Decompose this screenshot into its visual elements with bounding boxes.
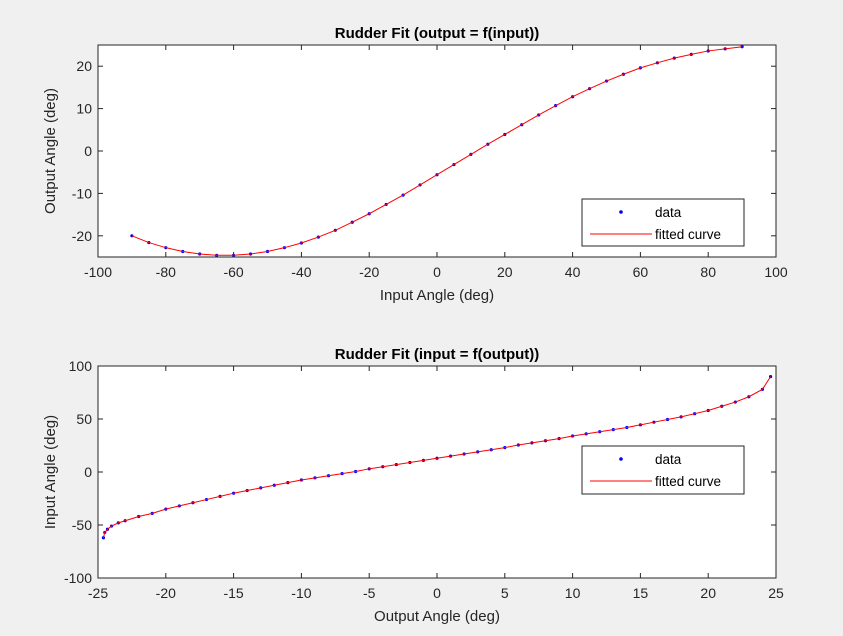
x-tick-label: -25 [88,585,108,601]
x-tick-label: -80 [156,264,176,280]
y-tick-label: -50 [72,517,92,533]
x-tick-label: -10 [291,585,311,601]
y-tick-label: -100 [64,570,92,586]
fitted-curve-line [102,376,772,538]
x-tick-label: 5 [501,585,509,601]
x-tick-label: 15 [633,585,649,601]
chart-input-vs-output: -25 -20 -15 -10 -5 0 5 10 15 20 25-100-50050100Rud… [42,346,784,625]
y-tick-label: -20 [72,228,92,244]
y-tick-label: 0 [84,464,92,480]
legend-box [581,445,745,495]
y-tick-label: 100 [69,358,93,374]
x-tick-label: 25 [768,585,784,601]
x-tick-label: -100 [84,264,112,280]
y-axis-label: Input Angle (deg) [42,415,59,529]
x-tick-label: -20 [156,585,176,601]
x-tick-label: 40 [565,264,581,280]
chart-output-vs-input: -100 -80 -60 -40 -20 0 20 40 60 80 100-20-1001020R… [42,25,788,304]
y-tick-label: 20 [76,58,92,74]
legend-label: data [655,452,682,467]
legend: data fitted curve [581,198,745,247]
legend-label: data [655,205,682,220]
legend-label: fitted curve [655,227,721,242]
chart-title: Rudder Fit (output = f(input)) [335,25,540,42]
x-tick-label: -40 [291,264,311,280]
legend-box [581,198,745,247]
x-tick-label: 10 [565,585,581,601]
x-axis-label: Output Angle (deg) [374,608,500,625]
x-tick-label: 20 [497,264,513,280]
legend-label: fitted curve [655,474,721,489]
x-tick-label: 20 [700,585,716,601]
y-tick-label: 0 [84,143,92,159]
legend: data fitted curve [581,445,745,495]
x-tick-label: 60 [633,264,649,280]
legend-marker-swatch [619,210,623,214]
y-tick-label: 10 [76,101,92,117]
x-tick-label: 100 [764,264,788,280]
y-tick-label: -10 [72,185,92,201]
y-tick-label: 50 [76,411,92,427]
y-axis-label: Output Angle (deg) [42,88,59,214]
x-tick-label: -60 [223,264,243,280]
x-tick-label: 0 [433,585,441,601]
legend-marker-swatch [619,457,623,461]
x-tick-label: 0 [433,264,441,280]
x-axis-label: Input Angle (deg) [380,287,494,304]
series-fitted-curve [102,376,772,538]
chart-title: Rudder Fit (input = f(output)) [335,346,540,363]
x-tick-label: -20 [359,264,379,280]
x-tick-label: -5 [363,585,376,601]
x-tick-label: 80 [700,264,716,280]
x-tick-label: -15 [223,585,243,601]
